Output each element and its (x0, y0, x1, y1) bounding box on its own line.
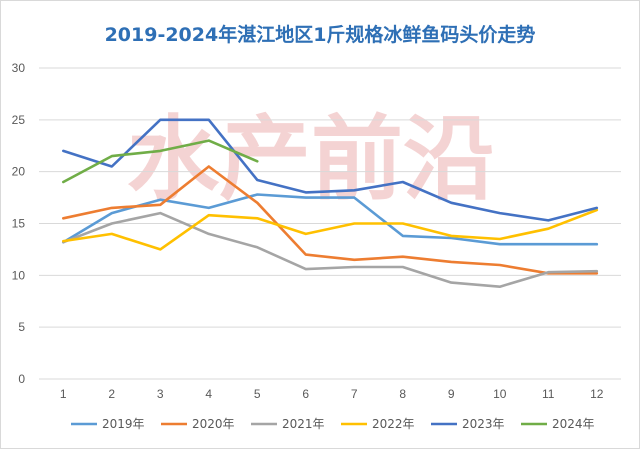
x-tick-label: 7 (351, 387, 358, 401)
legend-label: 2023年 (462, 417, 505, 431)
legend-label: 2022年 (372, 417, 415, 431)
x-tick-label: 5 (254, 387, 261, 401)
x-tick-label: 12 (590, 387, 604, 401)
x-tick-label: 4 (205, 387, 212, 401)
legend: 2019年 2020年 2021年 2022年 2023年 2024年 (71, 417, 595, 431)
y-tick-label: 20 (12, 165, 26, 179)
y-tick-label: 0 (18, 372, 25, 386)
y-axis-ticks: 0 5 10 15 20 25 30 (12, 61, 26, 386)
x-tick-label: 2 (108, 387, 115, 401)
legend-label: 2021年 (282, 417, 325, 431)
y-tick-label: 5 (18, 320, 25, 334)
legend-item: 2022年 (341, 417, 415, 431)
x-axis-ticks: 1 2 3 4 5 6 7 8 9 10 11 12 (60, 387, 604, 401)
legend-item: 2023年 (431, 417, 505, 431)
series-line-3 (61, 211, 599, 289)
x-tick-label: 10 (493, 387, 507, 401)
legend-item: 2020年 (161, 417, 235, 431)
legend-item: 2019年 (71, 417, 145, 431)
x-tick-label: 11 (542, 387, 555, 401)
y-tick-label: 10 (12, 268, 26, 282)
x-tick-label: 8 (399, 387, 406, 401)
grid (39, 67, 621, 380)
series-line-6 (61, 139, 259, 184)
y-tick-label: 25 (12, 113, 26, 127)
legend-label: 2020年 (192, 417, 235, 431)
x-tick-label: 3 (157, 387, 164, 401)
legend-label: 2019年 (102, 417, 145, 431)
legend-item: 2024年 (521, 417, 595, 431)
x-tick-label: 1 (60, 387, 67, 401)
chart-title: 2019-2024年湛江地区1斤规格冰鲜鱼码头价走势 (105, 23, 536, 46)
series-line-2 (61, 165, 599, 275)
series-line-4 (61, 208, 599, 251)
x-tick-label: 9 (448, 387, 455, 401)
series-line-1 (61, 193, 599, 246)
y-tick-label: 30 (12, 61, 26, 75)
x-tick-label: 6 (302, 387, 309, 401)
series-line-5 (61, 118, 599, 222)
series-lines (61, 118, 599, 289)
y-tick-label: 15 (12, 217, 26, 231)
legend-label: 2024年 (552, 417, 595, 431)
legend-item: 2021年 (251, 417, 325, 431)
